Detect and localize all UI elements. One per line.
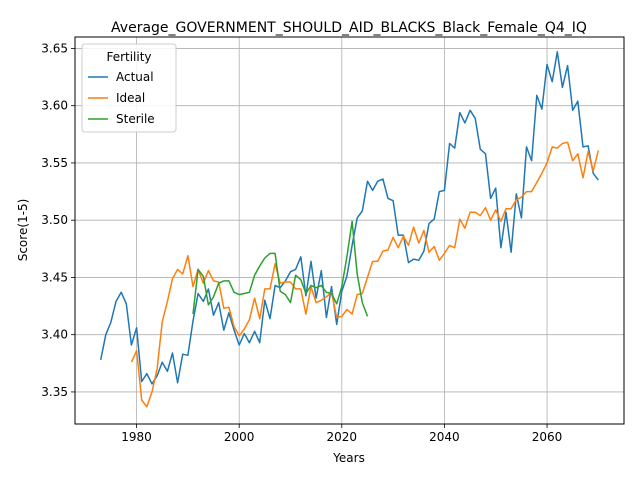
- x-tick-label: 2000: [224, 430, 255, 444]
- series-line-actual: [99, 51, 599, 385]
- x-tick-label: 2060: [532, 430, 563, 444]
- legend-title: Fertility: [106, 50, 151, 64]
- x-tick-label: 1980: [121, 430, 152, 444]
- y-tick-label: 3.50: [41, 213, 68, 227]
- y-tick-label: 3.55: [41, 156, 68, 170]
- legend: Fertility Actual Ideal Sterile: [81, 43, 177, 133]
- series-line-sterile: [192, 220, 369, 317]
- y-tick-label: 3.65: [41, 41, 68, 55]
- x-tick-label: 2020: [327, 430, 358, 444]
- x-axis-label: Years: [332, 451, 365, 465]
- y-tick-label: 3.45: [41, 270, 68, 284]
- plot-area: [99, 51, 600, 408]
- axes-frame: [74, 36, 625, 425]
- legend-label-actual: Actual: [116, 70, 154, 84]
- y-tick-label: 3.40: [41, 328, 68, 342]
- series-line-ideal: [130, 141, 600, 408]
- y-tick-label: 3.60: [41, 99, 68, 113]
- x-axis: 1980 2000 2020 2040 2060: [121, 424, 562, 444]
- legend-box: [81, 43, 177, 133]
- chart-title: Average_GOVERNMENT_SHOULD_AID_BLACKS_Bla…: [111, 20, 587, 36]
- legend-label-sterile: Sterile: [116, 112, 155, 126]
- x-tick-label: 2040: [429, 430, 460, 444]
- y-tick-label: 3.35: [41, 385, 68, 399]
- y-axis: 3.35 3.40 3.45 3.50 3.55 3.60 3.65: [41, 41, 75, 399]
- legend-label-ideal: Ideal: [116, 91, 145, 105]
- y-axis-label: Score(1-5): [16, 199, 30, 262]
